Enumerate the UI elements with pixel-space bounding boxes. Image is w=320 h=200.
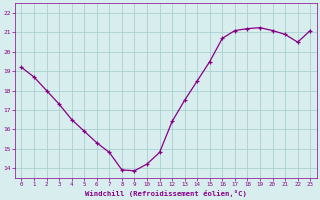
X-axis label: Windchill (Refroidissement éolien,°C): Windchill (Refroidissement éolien,°C) [85, 190, 247, 197]
